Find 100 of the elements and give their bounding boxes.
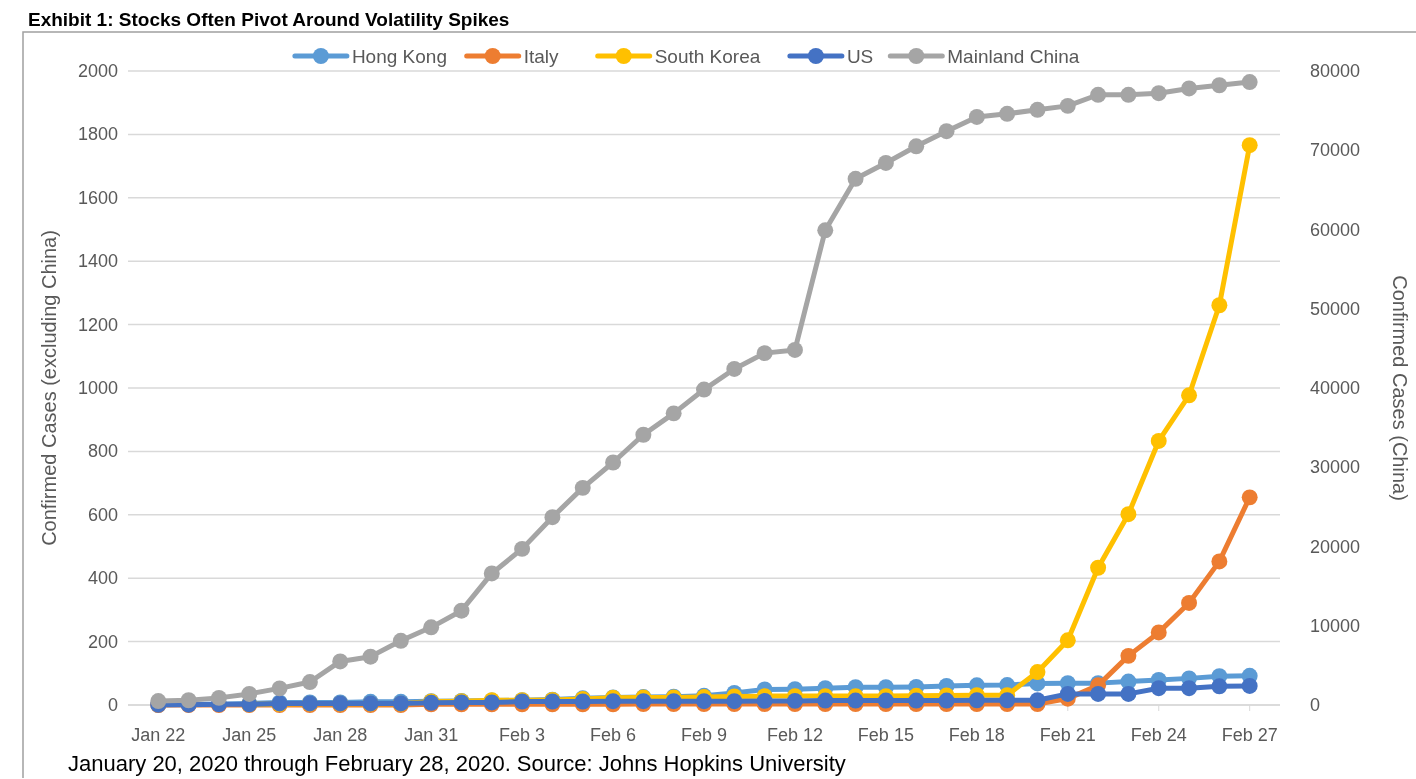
y-tick-label: 1400 <box>77 251 118 272</box>
chart-title: Exhibit 1: Stocks Often Pivot Around Volatility Spikes <box>28 9 510 30</box>
point <box>423 619 440 636</box>
point <box>1120 685 1137 702</box>
point <box>1241 678 1258 694</box>
y-tick-label: 1200 <box>77 314 118 335</box>
x-tick-label: Jan 28 <box>313 725 368 745</box>
point <box>1059 97 1076 114</box>
point <box>1029 664 1046 680</box>
point <box>999 105 1016 122</box>
point <box>1211 297 1228 314</box>
x-tick-label: Feb 9 <box>680 725 728 745</box>
point <box>847 692 864 709</box>
point <box>877 154 894 171</box>
y2-tick-label: 70000 <box>1310 140 1361 161</box>
point <box>514 540 531 557</box>
text: January 20, 2020 through February 28, 2020. Source: Johns Hopkins University <box>68 751 846 776</box>
point <box>908 692 925 709</box>
legend-label: Hong Kong <box>351 46 447 67</box>
point <box>756 692 773 709</box>
y-tick-label: 600 <box>87 504 118 525</box>
point <box>938 692 955 709</box>
point <box>726 361 743 377</box>
point <box>1090 559 1107 576</box>
point <box>1150 624 1167 641</box>
y2-tick-label: 0 <box>1310 695 1321 715</box>
point <box>1181 594 1198 611</box>
point <box>786 692 803 709</box>
x-tick-label: Feb 3 <box>499 725 546 745</box>
point <box>877 692 894 709</box>
legend-label: Italy <box>523 46 560 67</box>
point <box>1211 553 1228 570</box>
point <box>271 680 288 697</box>
point <box>1059 685 1076 702</box>
point <box>1029 692 1046 709</box>
y-tick-label: 1800 <box>77 124 118 145</box>
y2-axis-title: Confirmed Cases (China) <box>1389 275 1411 501</box>
point <box>1181 680 1198 697</box>
point <box>1241 74 1258 91</box>
point <box>665 405 682 422</box>
point <box>483 565 500 582</box>
point <box>1059 632 1076 649</box>
legend-label: South Korea <box>654 46 761 67</box>
x-tick-label: Feb 24 <box>1130 725 1187 745</box>
point <box>544 509 561 526</box>
point <box>938 123 955 140</box>
point <box>1120 647 1137 664</box>
legend-label: Mainland China <box>947 46 1080 67</box>
y-tick-label: 2000 <box>77 61 118 81</box>
point <box>756 345 773 362</box>
x-tick-label: Jan 22 <box>131 725 186 745</box>
point <box>241 685 258 702</box>
y-axis-title: Confirmed Cases (excluding China) <box>38 230 60 546</box>
point <box>817 222 834 239</box>
y2-tick-label: 30000 <box>1310 457 1361 478</box>
point <box>332 653 349 670</box>
point <box>1150 85 1167 102</box>
point <box>817 692 834 709</box>
point <box>1211 678 1228 695</box>
x-tick-label: Jan 31 <box>404 725 459 745</box>
y2-tick-label: 50000 <box>1310 298 1361 319</box>
point <box>999 692 1016 709</box>
point <box>1241 137 1258 154</box>
y-tick-label: 1600 <box>77 187 118 208</box>
point <box>968 109 985 125</box>
y2-tick-label: 10000 <box>1310 615 1361 636</box>
point <box>968 692 985 709</box>
point <box>1211 77 1228 94</box>
point <box>1029 101 1046 118</box>
x-tick-label: Feb 6 <box>590 725 637 745</box>
point <box>574 479 591 496</box>
point <box>301 674 318 690</box>
point <box>1241 489 1258 506</box>
point <box>1120 506 1137 523</box>
point <box>1090 685 1107 702</box>
point <box>362 648 379 665</box>
point <box>908 138 925 155</box>
point <box>635 426 652 443</box>
y-tick-label: 0 <box>107 695 118 715</box>
y2-tick-label: 80000 <box>1310 61 1361 81</box>
y-tick-label: 800 <box>87 441 118 462</box>
y2-tick-label: 40000 <box>1310 378 1361 398</box>
y2-tick-label: 60000 <box>1310 219 1361 240</box>
x-tick-label: Feb 15 <box>857 725 914 745</box>
point <box>210 689 227 706</box>
legend-label: US <box>846 46 874 67</box>
point <box>1150 432 1167 449</box>
y-tick-label: 400 <box>87 568 118 589</box>
point <box>392 632 409 649</box>
point <box>1090 86 1107 103</box>
y-tick-label: 1000 <box>77 378 118 398</box>
point <box>605 454 622 471</box>
y2-tick-label: 20000 <box>1310 536 1361 557</box>
y-tick-label: 200 <box>87 631 118 652</box>
point <box>1181 80 1198 97</box>
point <box>1150 680 1167 697</box>
point <box>847 170 864 187</box>
x-tick-label: Feb 18 <box>948 725 1005 745</box>
x-tick-label: Feb 27 <box>1221 725 1278 745</box>
point <box>696 381 712 398</box>
